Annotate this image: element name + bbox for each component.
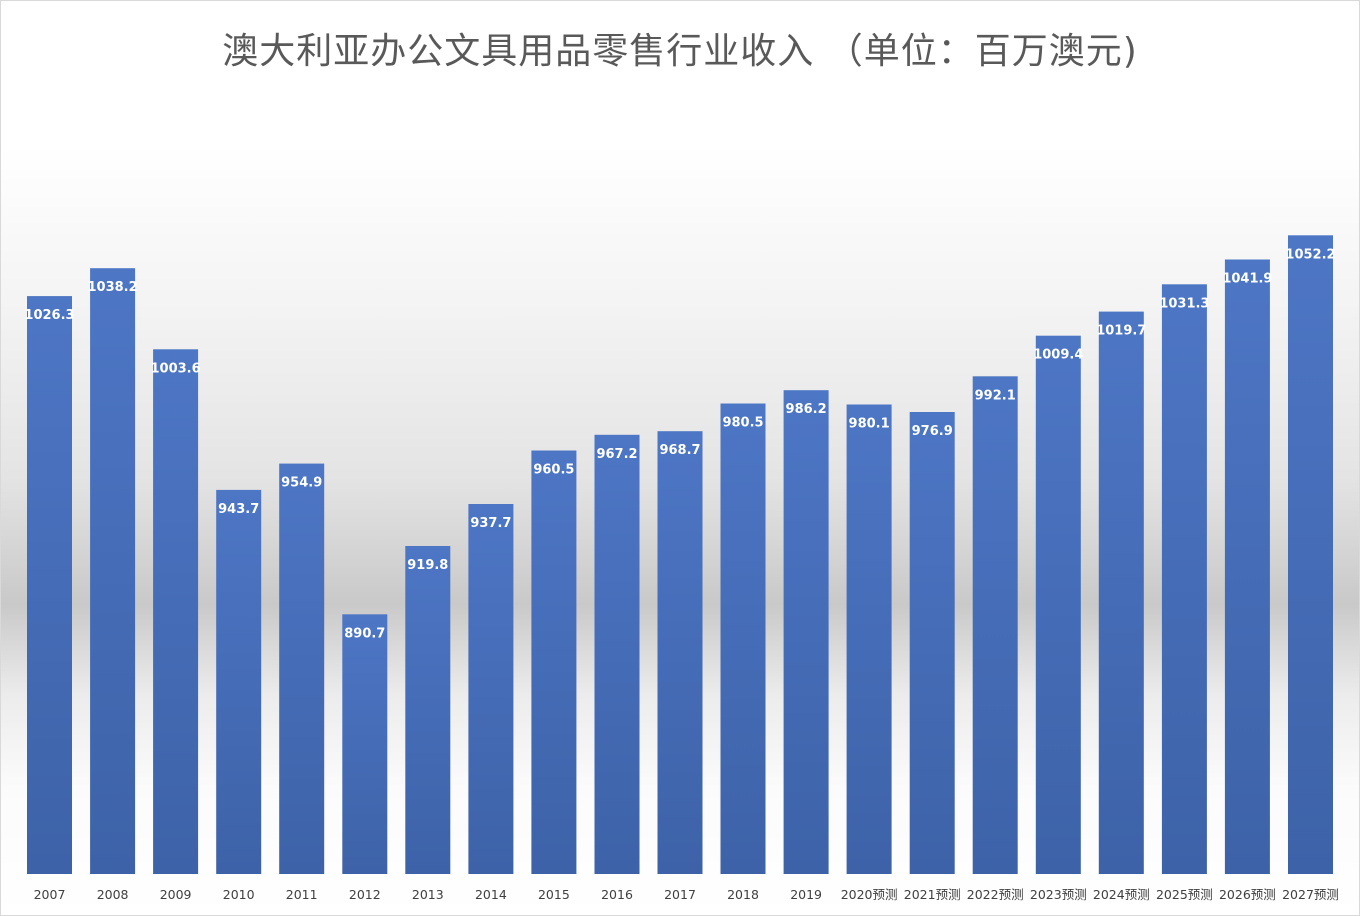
data-label-2007: 1026.3 [24,308,74,323]
bar-2016 [594,434,640,874]
data-label-2014: 937.7 [470,516,511,531]
x-tick-2013: 2013 [412,887,444,902]
bar-2007 [27,296,72,875]
data-label-2021预测: 976.9 [912,424,953,439]
bars-group [27,235,1333,875]
bar-2008 [90,268,136,874]
chart-title: 澳大利亚办公文具用品零售行业收入 （单位：百万澳元) [222,31,1138,72]
bar-2010 [216,489,262,874]
x-tick-2010: 2010 [223,887,255,902]
bar-2015 [531,450,577,874]
x-tick-2026预测: 2026预测 [1219,887,1276,902]
bar-2021预测 [909,412,955,874]
x-tick-2016: 2016 [601,887,633,902]
x-tick-2014: 2014 [475,887,507,902]
data-label-2008: 1038.2 [88,280,138,295]
data-label-2015: 960.5 [533,463,574,478]
bar-2012 [342,614,388,874]
x-tick-2022预测: 2022预测 [967,887,1024,902]
data-label-2025预测: 1031.3 [1159,296,1209,311]
bar-2017 [657,431,703,874]
bar-2018 [720,403,766,874]
data-label-2022预测: 992.1 [975,388,1016,403]
bar-2011 [279,463,325,874]
data-label-2013: 919.8 [407,558,448,573]
x-tick-2027预测: 2027预测 [1282,887,1339,902]
value-labels-group: 1026.3 1038.2 1003.6 943.7 954.9 890.7 919.8 93… [24,247,1335,641]
data-label-2020预测: 980.1 [849,417,890,432]
data-label-2023预测: 1009.4 [1033,348,1083,363]
bar-2025预测 [1161,284,1207,874]
bar-2009 [153,349,199,874]
x-tick-2019: 2019 [790,887,822,902]
data-label-2027预测: 1052.2 [1285,247,1335,262]
data-label-2009: 1003.6 [151,361,201,376]
bar-2022预测 [972,376,1018,874]
data-label-2017: 968.7 [659,443,700,458]
x-tick-2017: 2017 [664,887,696,902]
bar-2024预测 [1098,311,1144,875]
data-label-2012: 890.7 [344,626,385,641]
bar-2020预测 [846,404,892,874]
data-label-2011: 954.9 [281,476,322,491]
bar-2013 [405,546,451,874]
bar-2027预测 [1288,235,1333,875]
bar-2014 [468,504,514,874]
x-tick-2023预测: 2023预测 [1030,887,1087,902]
x-tick-2011: 2011 [286,887,318,902]
data-label-2019: 986.2 [786,402,827,417]
data-label-2018: 980.5 [722,416,763,431]
x-tick-2012: 2012 [349,887,381,902]
data-label-2024预测: 1019.7 [1096,324,1146,339]
x-tick-2015: 2015 [538,887,570,902]
x-tick-2009: 2009 [160,887,192,902]
bar-2023预测 [1035,335,1081,874]
x-tick-2020预测: 2020预测 [841,887,898,902]
data-label-2016: 967.2 [596,447,637,462]
data-label-2010: 943.7 [218,502,259,517]
bar-2019 [783,390,829,874]
x-tick-2018: 2018 [727,887,759,902]
x-tick-2007: 2007 [34,887,66,902]
x-tick-2025预测: 2025预测 [1156,887,1213,902]
x-tick-2024预测: 2024预测 [1093,887,1150,902]
data-label-2026预测: 1041.9 [1222,272,1272,287]
x-axis-tick-labels: 2007 2008 2009 2010 2011 2012 2013 2014 2015 2016… [34,887,1339,902]
bar-2026预测 [1224,259,1270,874]
x-tick-2021预测: 2021预测 [904,887,961,902]
x-tick-2008: 2008 [97,887,129,902]
